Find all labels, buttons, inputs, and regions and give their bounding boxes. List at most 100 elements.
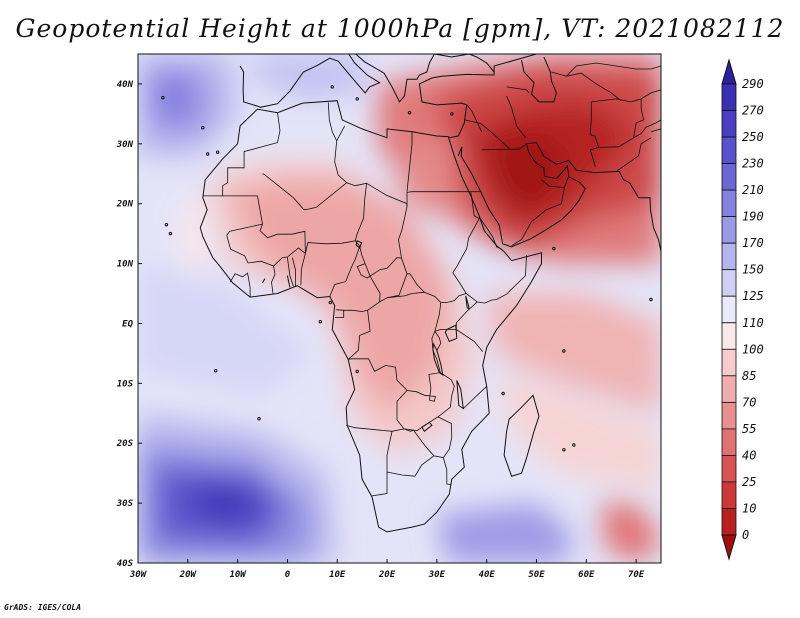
lon-tick-label: 60E bbox=[578, 570, 595, 580]
country-border bbox=[409, 191, 480, 303]
colorbar-level-label: 70 bbox=[742, 395, 756, 409]
island-outline bbox=[355, 97, 359, 101]
arabia-coastline bbox=[457, 142, 661, 252]
field-blob bbox=[601, 503, 661, 563]
island-outline bbox=[168, 231, 173, 236]
field-blob bbox=[436, 503, 577, 563]
country-border bbox=[437, 416, 453, 458]
country-border bbox=[633, 119, 661, 139]
levant-turkey-coast bbox=[418, 54, 661, 139]
colorbar-level-label: 150 bbox=[742, 263, 764, 277]
colorbar-level-label: 55 bbox=[742, 422, 756, 436]
grads-credit: GrADS: IGES/COLA bbox=[4, 603, 82, 612]
island-outline bbox=[562, 349, 566, 353]
island-outline bbox=[161, 96, 165, 100]
country-border bbox=[406, 191, 471, 207]
country-border bbox=[287, 257, 294, 287]
country-border bbox=[434, 329, 457, 332]
field-blob bbox=[177, 191, 208, 276]
country-border bbox=[481, 148, 511, 151]
country-border bbox=[640, 89, 661, 100]
colorbar-swatch bbox=[721, 216, 737, 244]
field-blob bbox=[397, 137, 457, 216]
lon-tick-label: 30E bbox=[428, 570, 446, 580]
lake-outline bbox=[286, 275, 291, 288]
country-border bbox=[506, 95, 526, 139]
colorbar-level-label: 125 bbox=[742, 289, 764, 303]
country-border bbox=[398, 206, 408, 259]
colorbar-level-label: 250 bbox=[742, 130, 764, 144]
lon-tick-label: 70E bbox=[628, 570, 645, 580]
country-border bbox=[589, 101, 600, 167]
island-outline bbox=[501, 391, 505, 396]
lat-tick-label: 30N bbox=[116, 140, 134, 150]
lon-tick-label: 40E bbox=[479, 570, 496, 580]
lon-tick-label: 10W bbox=[229, 570, 247, 580]
island-outline bbox=[214, 369, 218, 373]
country-border bbox=[650, 128, 661, 133]
lat-tick-label: 30S bbox=[116, 499, 134, 509]
colorbar: 2902702502302101901701501251101008570554… bbox=[721, 58, 764, 561]
country-border bbox=[226, 235, 361, 267]
colorbar-level-label: 0 bbox=[742, 528, 749, 542]
country-border bbox=[343, 273, 408, 312]
europe-coastline bbox=[239, 54, 381, 108]
country-border bbox=[465, 255, 527, 304]
country-border bbox=[354, 183, 367, 241]
country-border bbox=[348, 302, 442, 402]
black-sea-coast bbox=[434, 54, 495, 73]
country-border bbox=[259, 223, 306, 254]
colorbar-level-label: 40 bbox=[742, 448, 756, 462]
colorbar-level-label: 230 bbox=[742, 157, 764, 171]
country-border bbox=[262, 173, 367, 211]
country-border bbox=[356, 246, 410, 279]
country-border bbox=[464, 119, 527, 150]
colorbar-swatch bbox=[721, 348, 737, 377]
country-border bbox=[506, 86, 530, 94]
colorbar-arrow-bottom bbox=[721, 534, 737, 561]
field-blob bbox=[138, 263, 313, 396]
colorbar-swatch bbox=[721, 136, 737, 165]
island-outline bbox=[562, 448, 566, 452]
country-border bbox=[364, 263, 381, 302]
colorbar-swatch bbox=[721, 242, 737, 271]
lake-outline bbox=[444, 324, 458, 343]
country-border bbox=[413, 429, 435, 457]
island-outline bbox=[649, 297, 653, 302]
country-border bbox=[243, 112, 281, 158]
colorbar-swatch bbox=[721, 163, 737, 191]
country-border bbox=[591, 98, 645, 148]
country-border bbox=[466, 104, 483, 132]
lon-tick-label: 50E bbox=[528, 570, 545, 580]
island-outline bbox=[407, 111, 412, 115]
island-outline bbox=[318, 320, 322, 324]
colorbar-level-label: 210 bbox=[742, 183, 764, 197]
island-outline bbox=[572, 443, 576, 447]
country-border bbox=[335, 309, 345, 318]
colorbar-arrow-top bbox=[721, 58, 737, 85]
field-blob bbox=[247, 54, 368, 102]
colorbar-swatch bbox=[721, 375, 737, 403]
balkan-coastline bbox=[355, 54, 435, 103]
lon-tick-label: 20W bbox=[179, 570, 198, 580]
lat-axis: 40N 30N 20N 10N EQ 10S 20S 30S 40S bbox=[116, 80, 142, 569]
country-border bbox=[271, 265, 276, 294]
field-blob bbox=[227, 179, 452, 414]
plot-frame bbox=[137, 53, 662, 564]
island-outline bbox=[164, 223, 169, 227]
field-blob bbox=[148, 72, 203, 126]
colorbar-swatch bbox=[721, 269, 737, 297]
lat-tick-label: EQ bbox=[122, 320, 133, 330]
lon-tick-label: 30W bbox=[129, 570, 148, 580]
lon-tick-label: 10E bbox=[329, 570, 346, 580]
colorbar-swatch bbox=[721, 322, 737, 350]
country-border bbox=[434, 331, 442, 351]
colorbar-swatch bbox=[721, 295, 737, 324]
lat-tick-label: 20S bbox=[116, 439, 134, 449]
africa-coastline bbox=[199, 100, 542, 533]
island-outline bbox=[552, 246, 556, 251]
coastlines bbox=[161, 54, 661, 533]
country-border bbox=[386, 291, 425, 299]
country-border bbox=[463, 386, 487, 409]
